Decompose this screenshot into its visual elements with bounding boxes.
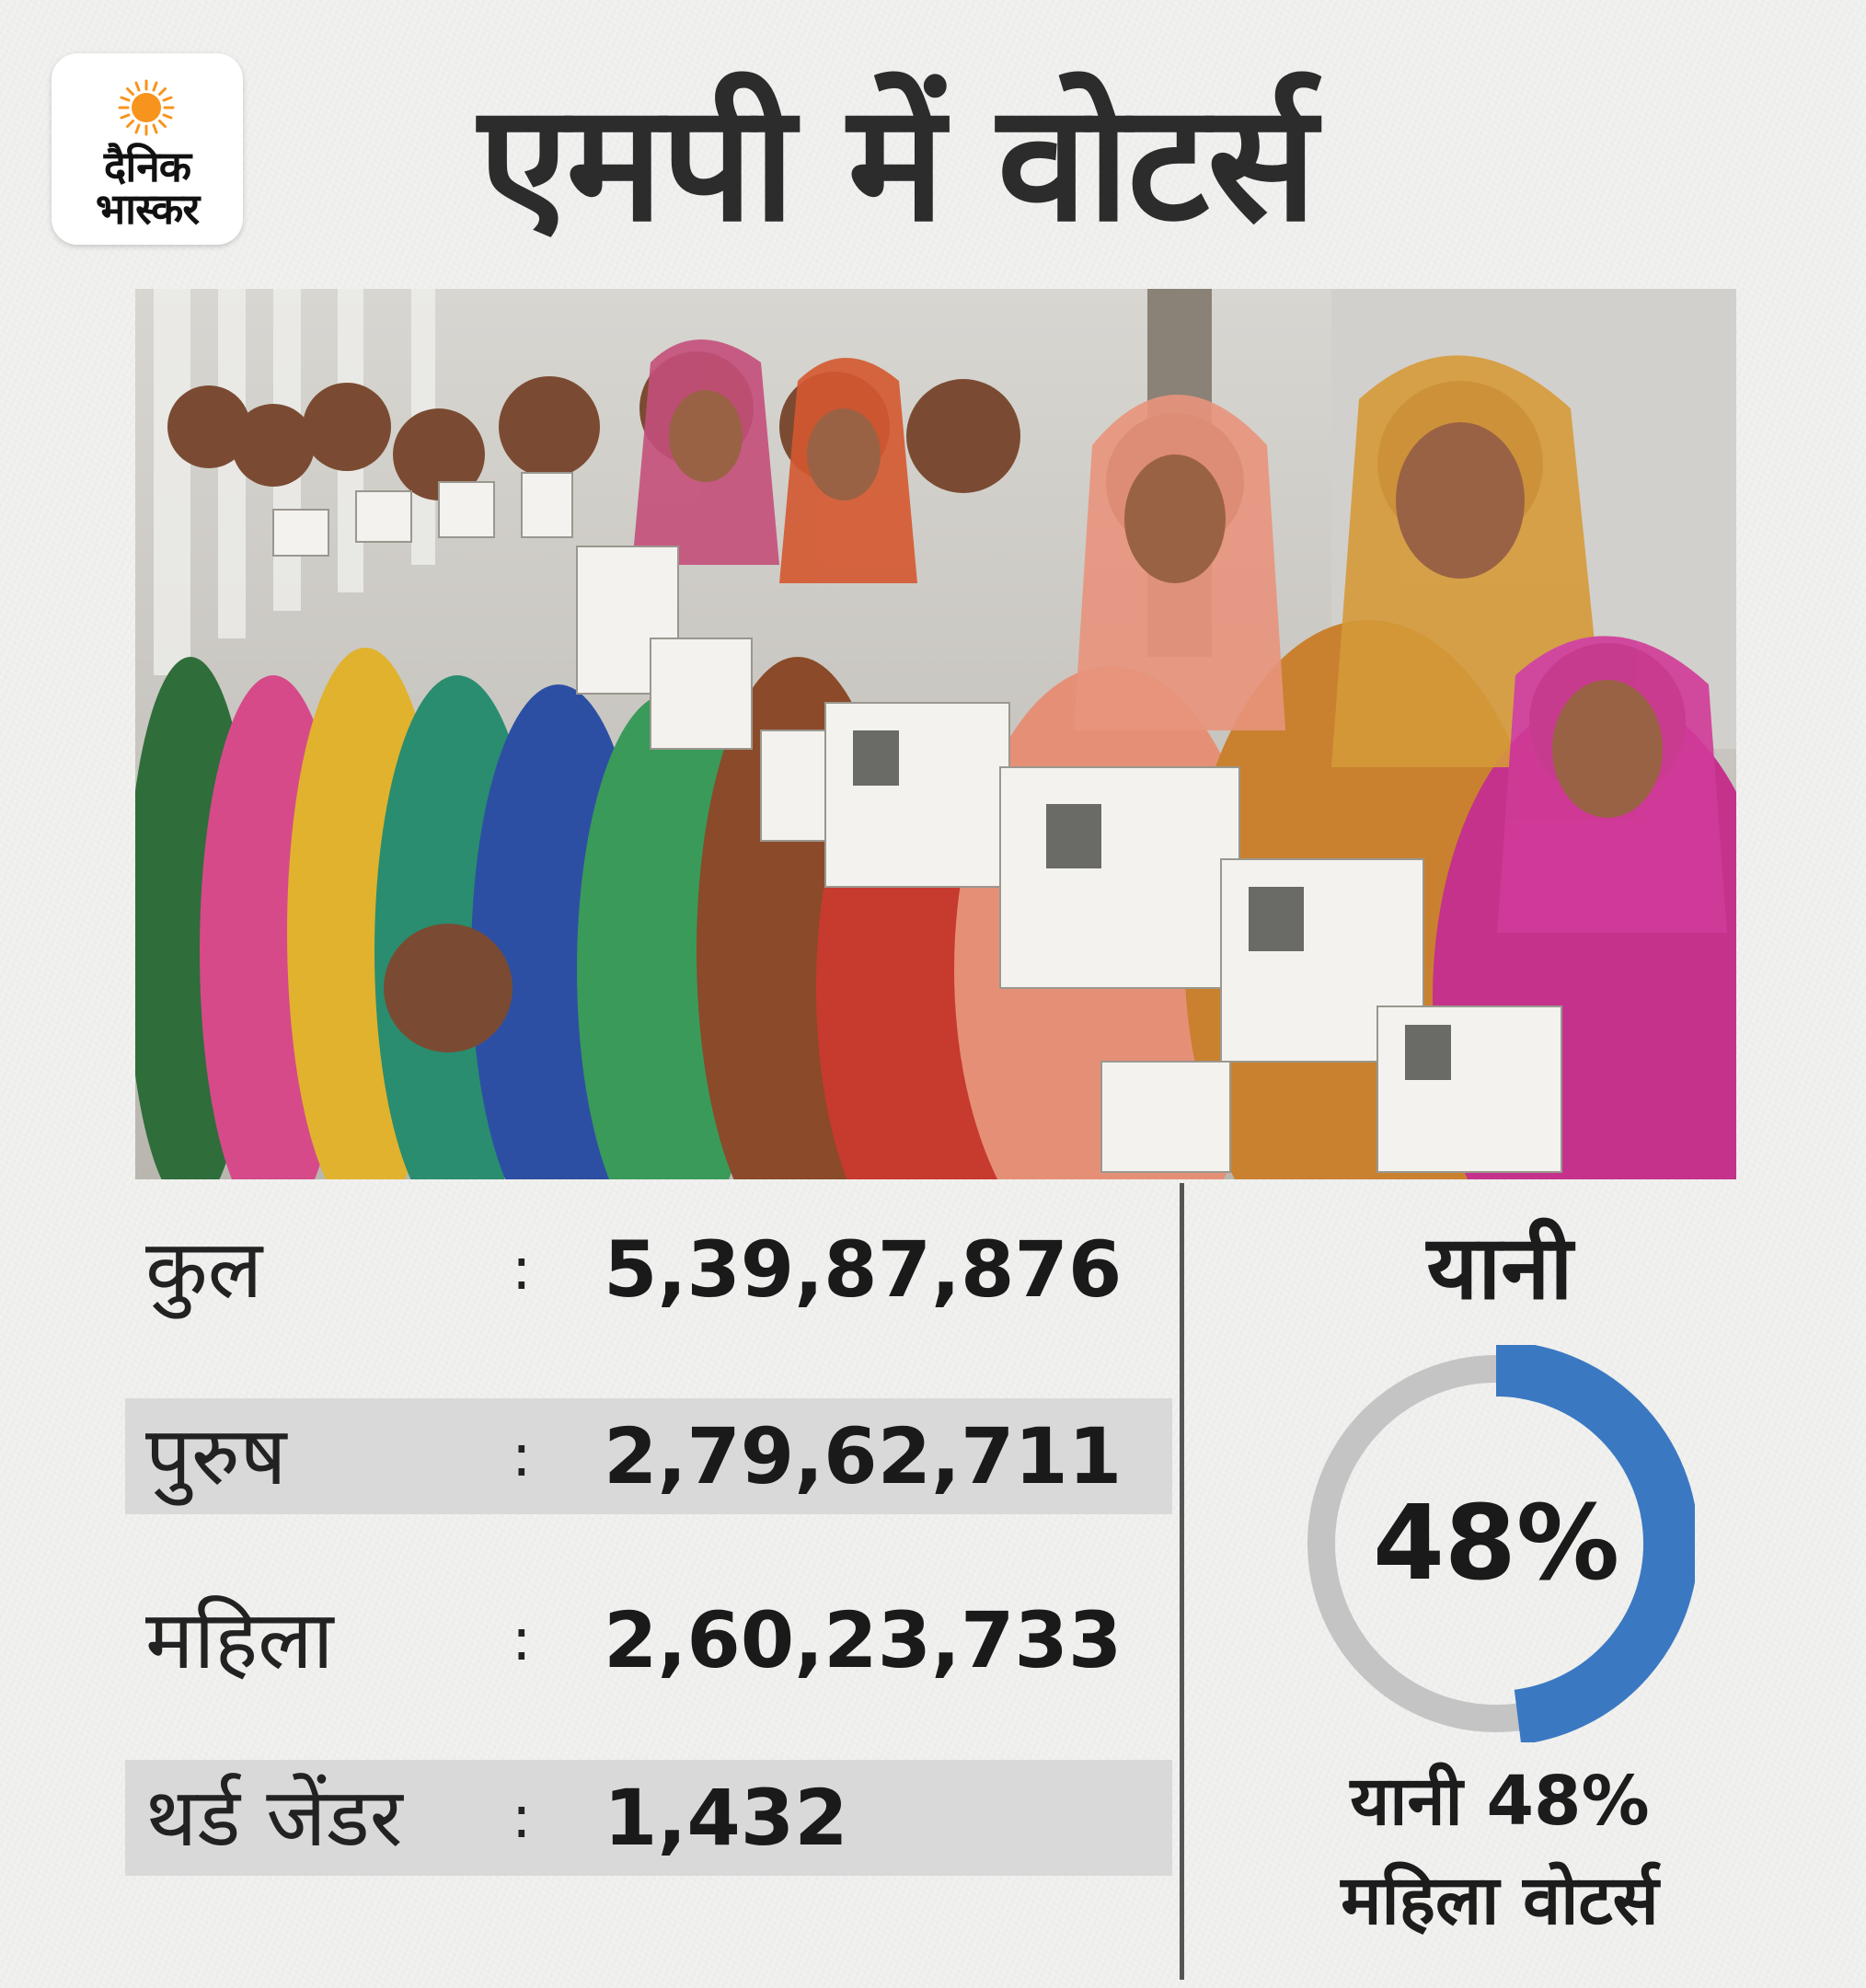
- sun-icon: [118, 79, 175, 136]
- stat-row-total: कुल : 5,39,87,876: [125, 1212, 1172, 1327]
- stat-value: 1,432: [604, 1773, 848, 1863]
- stat-label: थर्ड जेंडर: [145, 1770, 403, 1865]
- page-title: एमपी में वोटर्स: [478, 69, 1317, 258]
- stat-value: 2,60,23,733: [604, 1595, 1123, 1685]
- women-voters-photo: [135, 289, 1736, 1179]
- logo-line-1: दैनिक: [103, 142, 191, 191]
- stat-value: 2,79,62,711: [604, 1411, 1123, 1501]
- donut-percent-label: 48%: [1372, 1484, 1620, 1603]
- stat-label: पुरुष: [145, 1408, 287, 1503]
- summary-line-1: यानी 48%: [1350, 1762, 1650, 1841]
- stat-row-female: महिला : 2,60,23,733: [125, 1582, 1172, 1698]
- female-share-donut: [1297, 1345, 1695, 1742]
- dainik-bhaskar-logo: दैनिक भास्कर: [52, 53, 243, 245]
- summary-line-2: महिला वोटर्स: [1341, 1861, 1659, 1940]
- women-voters-holding-id-cards-photo-icon: [135, 289, 1736, 1179]
- stat-value: 5,39,87,876: [604, 1224, 1123, 1315]
- stat-row-male: पुरुष : 2,79,62,711: [125, 1398, 1172, 1514]
- stat-colon: :: [512, 1235, 532, 1304]
- stat-colon: :: [512, 1784, 532, 1852]
- logo-line-2: भास्कर: [95, 184, 200, 234]
- summary-heading: यानी: [1426, 1216, 1573, 1319]
- vertical-divider: [1180, 1183, 1184, 1980]
- stat-colon: :: [512, 1422, 532, 1490]
- stat-label: महिला: [145, 1592, 334, 1687]
- donut-filled-ring: [1297, 1345, 1695, 1742]
- stat-label: कुल: [145, 1222, 263, 1316]
- stat-row-third-gender: थर्ड जेंडर : 1,432: [125, 1760, 1172, 1876]
- stat-colon: :: [512, 1606, 532, 1674]
